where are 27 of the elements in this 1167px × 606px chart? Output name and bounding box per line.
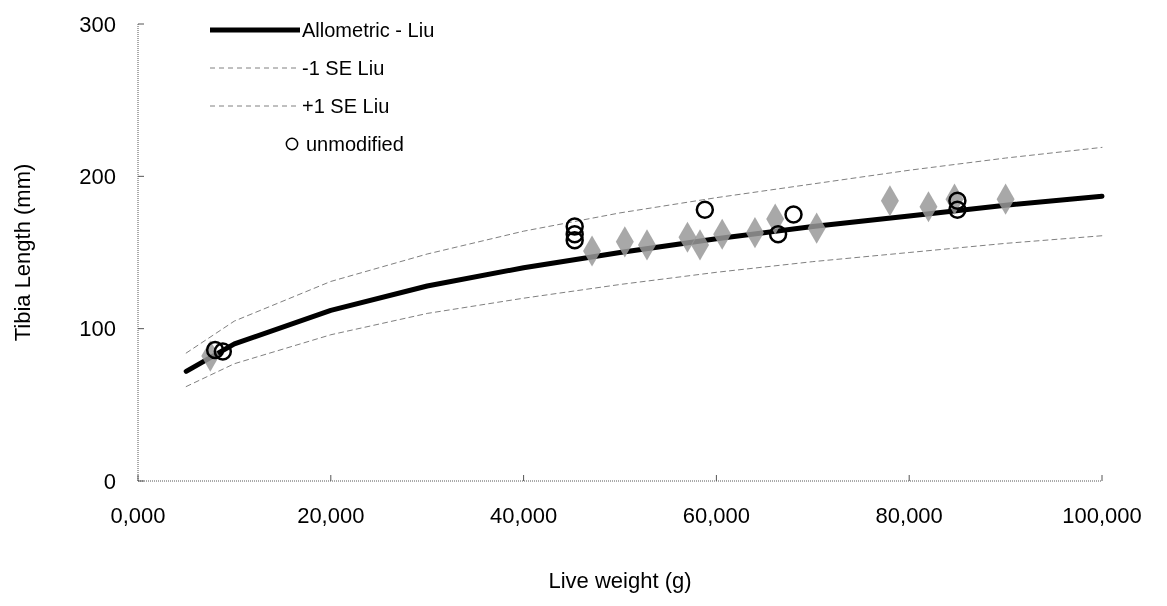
y-tick-label: 300 xyxy=(79,11,116,37)
x-axis-title: Live weight (g) xyxy=(548,568,692,593)
x-tick-label: 80,000 xyxy=(875,503,943,528)
point xyxy=(784,205,803,224)
legend-label: Allometric - Liu xyxy=(302,19,435,41)
point xyxy=(213,342,233,361)
point xyxy=(205,340,225,360)
line-series xyxy=(185,235,1103,388)
x-tick-label: 100,000 xyxy=(1062,503,1142,528)
y-tick-label: 200 xyxy=(79,163,116,189)
y-tick-label: 100 xyxy=(79,316,116,342)
y-axis-title: Tibia Length (mm) xyxy=(10,163,35,342)
x-tick-label: 60,000 xyxy=(682,503,751,528)
point xyxy=(695,200,715,220)
legend-label: -1 SE Liu xyxy=(302,57,385,79)
legend-label: +1 SE Liu xyxy=(302,95,390,117)
point xyxy=(565,225,584,244)
point xyxy=(565,231,584,250)
x-tick-label: 40,000 xyxy=(489,503,558,528)
point xyxy=(565,217,584,236)
y-tick-label: 0 xyxy=(103,468,116,494)
x-tick-label: 20,000 xyxy=(297,503,365,528)
point xyxy=(948,191,967,210)
legend-label: unmodified xyxy=(306,133,404,155)
point xyxy=(768,225,788,244)
point xyxy=(948,200,967,220)
x-tick-label: 0,000 xyxy=(110,503,166,528)
